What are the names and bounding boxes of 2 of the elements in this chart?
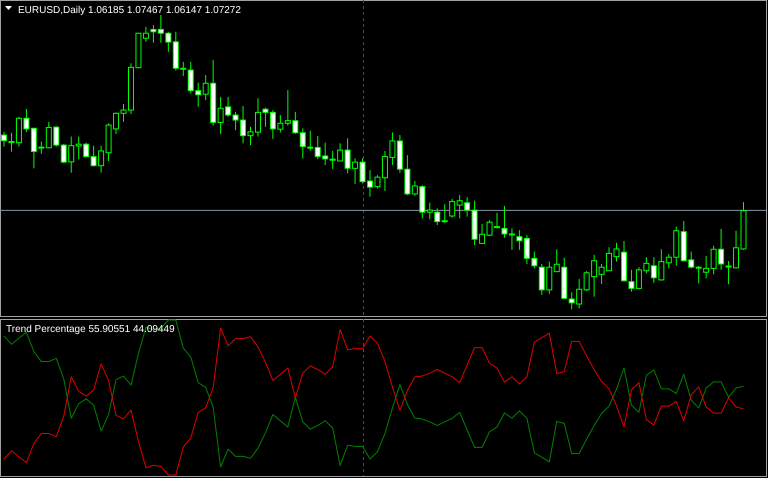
chart-title: EURUSD,Daily 1.06185 1.07467 1.06147 1.07272 bbox=[18, 5, 242, 16]
chart-title: Trend Percentage 55.90551 44.09449 bbox=[6, 324, 176, 335]
